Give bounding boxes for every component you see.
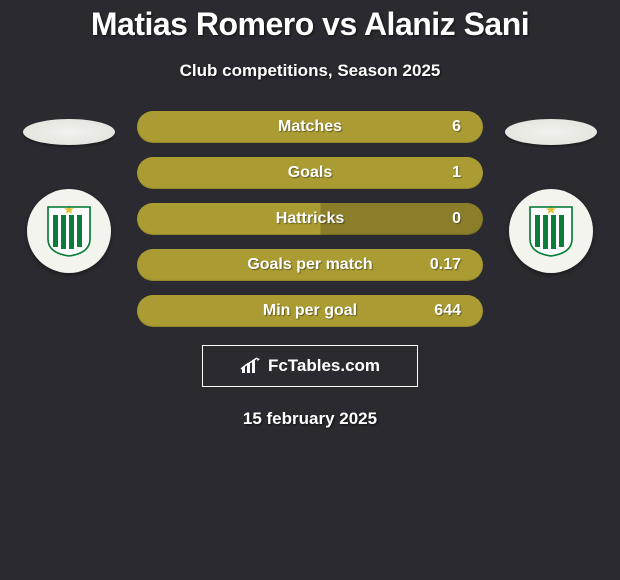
shield-icon — [528, 205, 574, 257]
main-row: Matches 6 Goals 1 Hattricks 0 Goals per match 0… — [0, 109, 620, 327]
stat-label: Hattricks — [276, 210, 344, 228]
brand-box[interactable]: FcTables.com — [202, 345, 418, 387]
player1-name: Matias Romero — [91, 6, 314, 42]
right-player-col — [501, 109, 601, 273]
left-player-col — [19, 109, 119, 273]
player2-name: Alaniz Sani — [364, 6, 529, 42]
stat-value: 1 — [452, 164, 461, 182]
stat-label: Matches — [278, 118, 342, 136]
stat-row: Min per goal 644 — [137, 295, 483, 327]
player1-avatar-placeholder — [23, 119, 115, 145]
stat-row: Goals 1 — [137, 157, 483, 189]
stat-value: 0 — [452, 210, 461, 228]
subtitle: Club competitions, Season 2025 — [180, 61, 441, 81]
stat-value: 644 — [434, 302, 461, 320]
stat-row: Hattricks 0 — [137, 203, 483, 235]
page-title: Matias Romero vs Alaniz Sani — [91, 6, 529, 43]
stats-col: Matches 6 Goals 1 Hattricks 0 Goals per match 0… — [137, 109, 483, 327]
player1-club-badge — [27, 189, 111, 273]
stat-row: Matches 6 — [137, 111, 483, 143]
date-line: 15 february 2025 — [243, 409, 377, 429]
brand-text: FcTables.com — [268, 356, 380, 376]
bar-chart-icon — [240, 357, 262, 375]
vs-sep: vs — [314, 6, 364, 42]
stat-value: 0.17 — [430, 256, 461, 274]
shield-icon — [46, 205, 92, 257]
stat-value: 6 — [452, 118, 461, 136]
stat-label: Min per goal — [263, 302, 357, 320]
player2-avatar-placeholder — [505, 119, 597, 145]
player2-club-badge — [509, 189, 593, 273]
stat-row: Goals per match 0.17 — [137, 249, 483, 281]
stat-label: Goals — [288, 164, 332, 182]
stat-label: Goals per match — [247, 256, 372, 274]
